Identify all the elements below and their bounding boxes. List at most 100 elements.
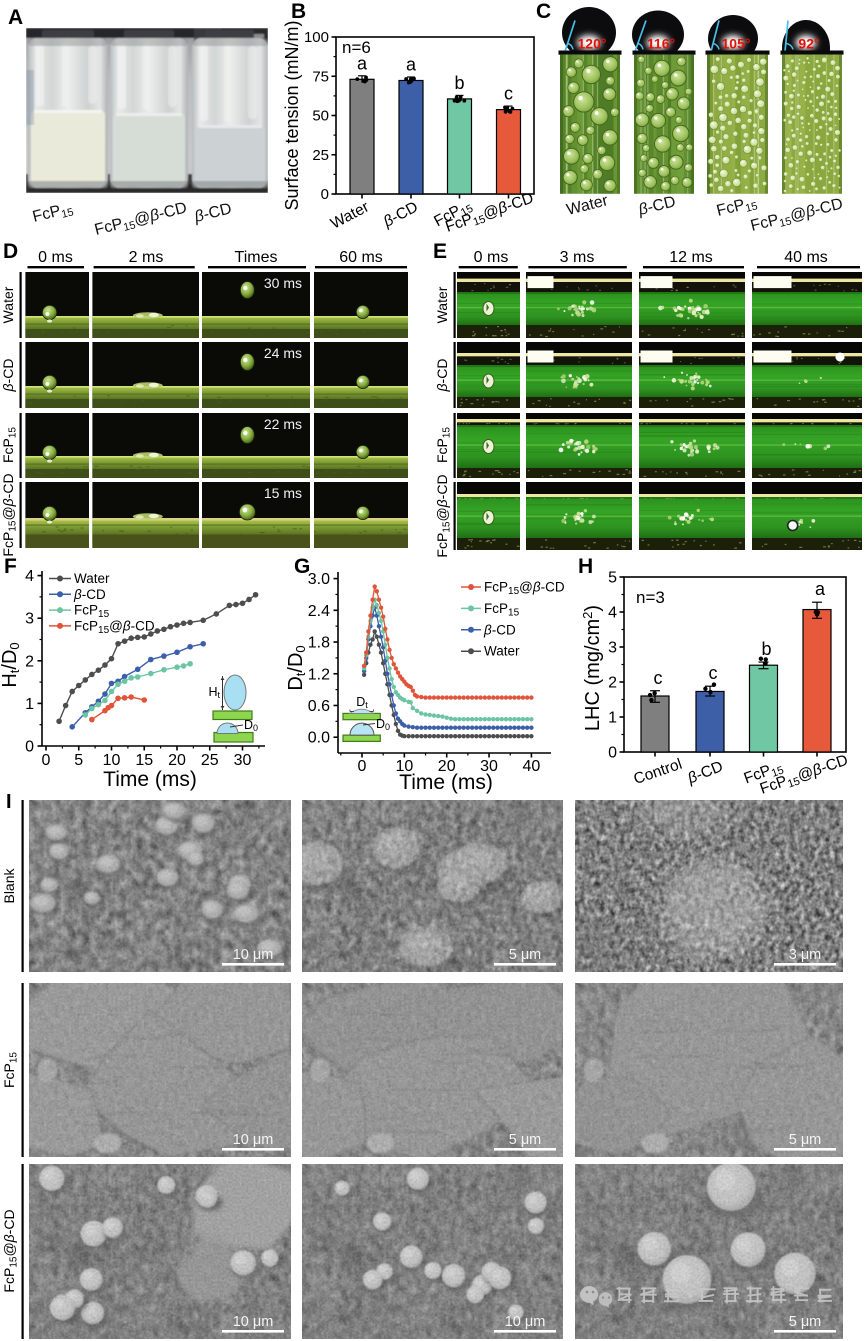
svg-text:b: b [454,73,464,93]
svg-text:5 μm: 5 μm [509,947,542,963]
svg-text:β-CD: β-CD [0,359,16,393]
svg-text:10 μm: 10 μm [505,1314,546,1330]
svg-text:n=3: n=3 [636,588,665,607]
svg-text:40 ms: 40 ms [784,249,828,266]
svg-text:25: 25 [201,752,219,769]
svg-text:15: 15 [135,752,153,769]
svg-text:0 ms: 0 ms [474,249,509,266]
svg-text:Control: Control [632,756,685,788]
svg-text:10 μm: 10 μm [233,1314,274,1330]
svg-text:10: 10 [103,752,121,769]
svg-text:β-CD: β-CD [380,199,421,232]
svg-text:1.2: 1.2 [308,666,330,683]
svg-text:c: c [654,668,663,688]
svg-text:4: 4 [608,605,617,622]
svg-text:15 ms: 15 ms [264,485,302,501]
svg-text:3.0: 3.0 [308,571,330,588]
svg-text:2 ms: 2 ms [129,249,164,266]
svg-text:0: 0 [25,739,34,756]
svg-text:5: 5 [608,570,617,587]
svg-text:120°: 120° [578,36,607,52]
svg-text:β-CD: β-CD [73,587,106,602]
svg-text:a: a [406,55,417,75]
svg-text:116°: 116° [647,36,675,52]
svg-text:0: 0 [321,186,329,203]
svg-text:24 ms: 24 ms [264,345,302,361]
svg-text:3 ms: 3 ms [560,249,595,266]
svg-text:25: 25 [312,147,329,164]
svg-text:3 μm: 3 μm [789,947,822,963]
svg-text:5: 5 [74,752,83,769]
svg-text:20: 20 [168,752,186,769]
svg-text:3: 3 [608,640,617,657]
svg-text:Ht/D0: Ht/D0 [0,642,22,687]
svg-text:1: 1 [25,696,34,713]
svg-text:β-CD: β-CD [636,193,678,219]
svg-text:LHC (mg/cm2): LHC (mg/cm2) [580,605,604,731]
svg-text:40: 40 [523,758,541,775]
svg-text:2.4: 2.4 [308,603,330,620]
svg-text:Water: Water [434,286,450,323]
svg-text:10 μm: 10 μm [233,1132,274,1148]
svg-text:a: a [815,579,826,599]
svg-text:0: 0 [608,745,617,762]
svg-text:β-CD: β-CD [434,359,450,393]
svg-text:FcP15@β-CD: FcP15@β-CD [93,200,189,241]
svg-text:Water: Water [565,192,611,219]
svg-text:60 ms: 60 ms [339,249,383,266]
svg-text:Dt/D0: Dt/D0 [285,645,308,690]
svg-text:n=6: n=6 [342,38,371,57]
svg-text:FcP15@β-CD: FcP15@β-CD [74,618,155,636]
svg-text:Time (ms): Time (ms) [103,768,197,791]
svg-text:FcP15: FcP15 [31,200,75,228]
svg-text:FcP15@β-CD: FcP15@β-CD [1,1209,20,1292]
svg-text:Water: Water [74,571,110,586]
svg-text:Times: Times [235,249,278,266]
svg-text:c: c [709,663,718,683]
svg-text:5 μm: 5 μm [509,1132,542,1148]
svg-text:0: 0 [358,758,367,775]
svg-text:100: 100 [304,29,329,46]
svg-text:10: 10 [395,758,413,775]
svg-text:75: 75 [312,68,329,85]
svg-text:5 μm: 5 μm [789,1132,822,1148]
svg-text:Water: Water [0,286,16,323]
svg-text:3: 3 [25,611,34,628]
svg-text:0 ms: 0 ms [38,249,73,266]
svg-text:Ht: Ht [208,685,220,700]
svg-text:22 ms: 22 ms [264,416,302,432]
svg-text:Dt: Dt [356,695,368,710]
svg-text:Water: Water [328,199,372,233]
svg-text:a: a [357,53,368,73]
svg-text:12 ms: 12 ms [669,249,713,266]
svg-text:2: 2 [608,675,617,692]
svg-text:FcP15: FcP15 [434,427,453,463]
svg-text:D0: D0 [244,718,258,733]
svg-text:FcP15: FcP15 [484,601,520,619]
svg-text:Time (ms): Time (ms) [399,771,493,794]
svg-text:D0: D0 [376,717,390,732]
svg-text:105°: 105° [722,36,751,52]
svg-text:30: 30 [480,758,498,775]
svg-text:Water: Water [484,644,520,659]
svg-text:5 μm: 5 μm [789,1314,822,1330]
svg-text:b: b [761,639,771,659]
svg-text:20: 20 [438,758,456,775]
svg-text:30: 30 [234,752,252,769]
svg-text:FcP15@β-CD: FcP15@β-CD [0,473,19,556]
svg-text:FcP15@β-CD: FcP15@β-CD [749,196,845,237]
svg-text:FcP15: FcP15 [0,427,19,463]
svg-text:0.6: 0.6 [308,698,330,715]
svg-text:30 ms: 30 ms [264,275,302,291]
svg-text:FcP15@β-CD: FcP15@β-CD [484,580,565,598]
svg-text:FcP15@β-CD: FcP15@β-CD [434,474,453,557]
svg-text:0.0: 0.0 [308,730,330,747]
svg-text:10 μm: 10 μm [233,947,274,963]
svg-text:2: 2 [25,653,34,670]
svg-text:92°: 92° [798,36,819,52]
svg-text:0: 0 [42,752,51,769]
svg-text:β-CD: β-CD [684,758,725,788]
svg-text:FcP15: FcP15 [1,1052,20,1088]
svg-text:50: 50 [312,108,329,125]
svg-text:β-CD: β-CD [192,200,234,226]
